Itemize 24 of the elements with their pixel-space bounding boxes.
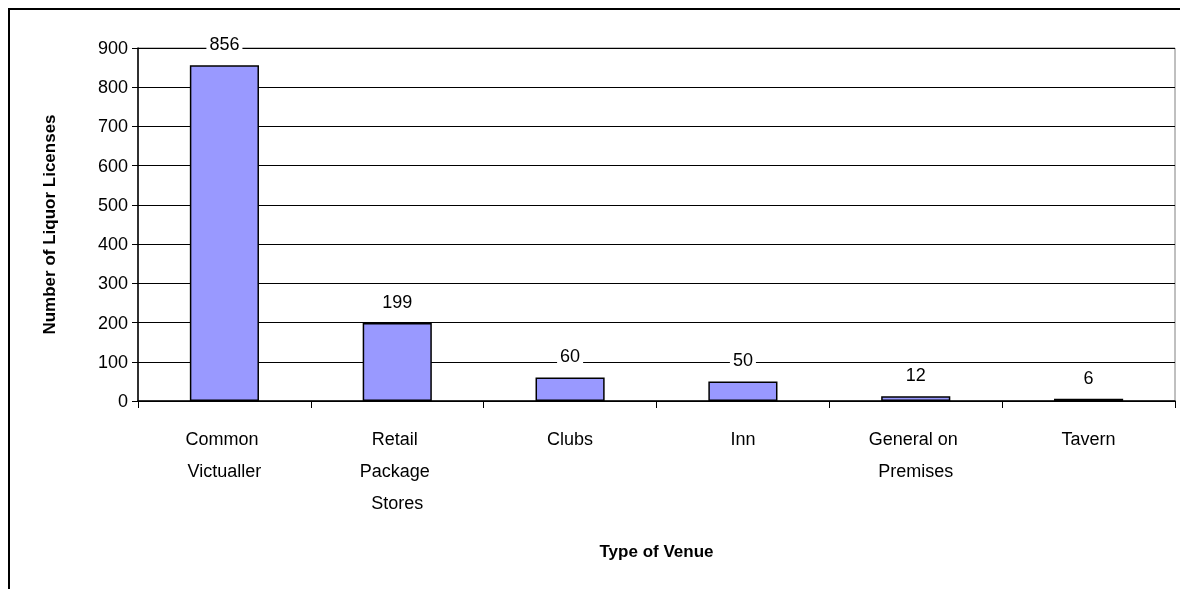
y-axis-title: Number of Liquor Licenses (40, 114, 59, 335)
y-tick-label: 600 (97, 155, 128, 176)
data-label: 60 (560, 346, 581, 367)
y-tick-label: 100 (97, 351, 128, 372)
x-tick-label: Inn (730, 429, 756, 449)
y-tick-label: 200 (97, 312, 128, 333)
x-axis-title: Type of Venue (599, 542, 714, 561)
y-tick-label: 0 (117, 391, 128, 411)
data-label: 856 (209, 34, 240, 55)
y-tick-label: 300 (97, 273, 128, 294)
x-tick-label: Retail Package Stores (359, 429, 435, 513)
y-tick-label: 400 (97, 234, 128, 255)
data-label: 199 (382, 291, 413, 312)
x-tick-label: General on Premises (868, 429, 963, 481)
x-tick-label: Clubs (547, 429, 594, 449)
x-tick-label: Common Victualler (185, 429, 264, 481)
y-tick-label: 700 (97, 116, 128, 137)
y-tick-label: 800 (97, 77, 128, 98)
data-label: 12 (905, 365, 926, 386)
data-label: 50 (732, 350, 753, 371)
x-tick-label: Tavern (1061, 429, 1116, 449)
y-tick-label: 500 (97, 194, 128, 215)
y-tick-label: 900 (97, 38, 128, 58)
data-label: 6 (1083, 367, 1094, 388)
